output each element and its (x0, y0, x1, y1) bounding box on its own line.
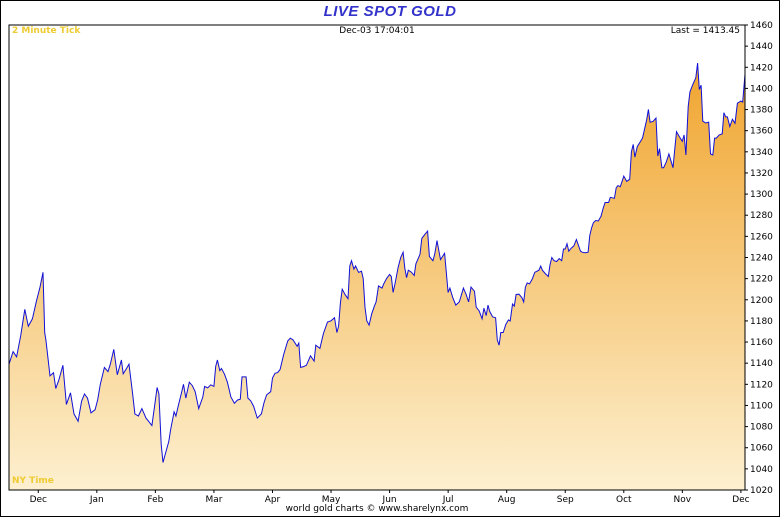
y-axis-label: 1140 (750, 359, 773, 369)
tick-interval-label: 2 Minute Tick (12, 26, 81, 36)
x-axis-label: Sep (557, 495, 574, 505)
y-axis-label: 1060 (750, 444, 773, 454)
y-axis-label: 1240 (750, 254, 773, 264)
last-price-label: Last = 1413.45 (670, 26, 740, 36)
price-line (9, 62, 745, 463)
y-axis-label: 1460 (750, 21, 773, 31)
y-axis-label: 1280 (750, 211, 773, 221)
timestamp-label: Dec-03 17:04:01 (339, 26, 415, 36)
x-axis-label: Feb (147, 495, 163, 505)
y-axis-label: 1220 (750, 275, 773, 285)
y-axis-label: 1300 (750, 190, 773, 200)
y-axis-label: 1340 (750, 148, 773, 158)
y-axis-label: 1180 (750, 317, 773, 327)
y-axis-label: 1020 (750, 486, 773, 496)
y-axis-label: 1420 (750, 63, 773, 73)
y-axis-label: 1440 (750, 42, 773, 52)
y-axis-label: 1120 (750, 380, 773, 390)
y-axis-label: 1200 (750, 296, 773, 306)
x-axis-label: May (322, 495, 341, 505)
x-axis-label: Aug (498, 495, 516, 505)
x-axis-label: Mar (205, 495, 222, 505)
x-axis-label: Oct (616, 495, 632, 505)
y-axis-label: 1100 (750, 401, 773, 411)
y-axis-label: 1260 (750, 232, 773, 242)
y-axis-label: 1380 (750, 106, 773, 116)
area-fill (9, 63, 745, 490)
x-axis-label: Jul (442, 495, 454, 505)
x-axis-label: Jun (382, 495, 397, 505)
x-axis-label: Nov (674, 495, 692, 505)
page-title: LIVE SPOT GOLD (323, 3, 457, 20)
y-axis-label: 1040 (750, 465, 773, 475)
y-axis-label: 1400 (750, 84, 773, 94)
x-axis-label: Jan (89, 495, 104, 505)
x-axis-label: Apr (265, 495, 281, 505)
y-axis-label: 1360 (750, 127, 773, 137)
x-axis-label: Dec (30, 495, 47, 505)
ny-time-label: NY Time (12, 476, 54, 486)
y-axis-label: 1320 (750, 169, 773, 179)
chart-credit: world gold charts © www.sharelynx.com (285, 504, 469, 514)
y-axis-label: 1080 (750, 423, 773, 433)
x-axis-label: Dec (732, 495, 749, 505)
y-axis-label: 1160 (750, 338, 773, 348)
